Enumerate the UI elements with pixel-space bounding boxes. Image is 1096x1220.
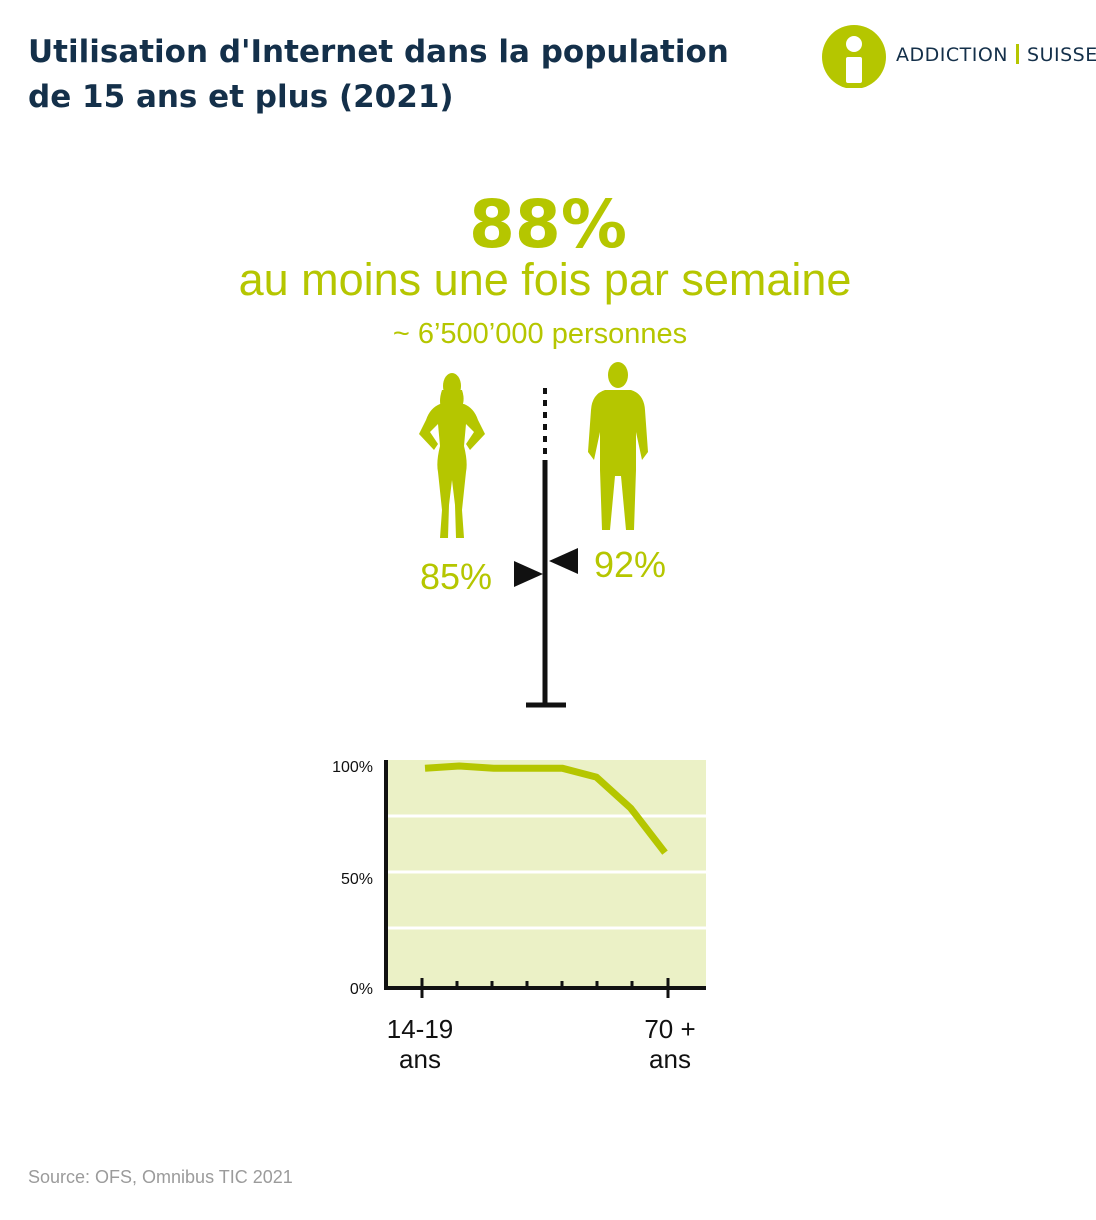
headline-value: 88% (469, 186, 627, 263)
y-tick-label: 50% (341, 871, 373, 888)
addiction-suisse-logo: ADDICTION SUISSE (822, 24, 1096, 88)
logo-icon (822, 25, 886, 88)
man-icon (588, 362, 648, 530)
logo-text-left: ADDICTION (896, 44, 1009, 66)
female-marker-arrow (514, 561, 543, 587)
headline-note: ~ 6’500’000 personnes (392, 318, 688, 350)
x-tick-label: 14-19 (387, 1014, 454, 1044)
x-tick-label: ans (399, 1044, 441, 1074)
y-tick-label: 100% (332, 759, 373, 776)
logo-separator (1016, 44, 1020, 64)
x-tick-label: ans (649, 1044, 691, 1074)
logo-text-right: SUISSE (1027, 44, 1096, 66)
female-value: 85% (420, 556, 493, 597)
plot-background (386, 760, 706, 988)
male-value: 92% (594, 544, 667, 585)
logo-text: ADDICTION SUISSE (896, 44, 1096, 66)
usage-line (424, 762, 668, 855)
x-tick-label: 70 + (644, 1014, 695, 1044)
age-line-chart: 100% 50% 0% 14-19 ans 70 + ans (332, 759, 706, 1074)
woman-icon (419, 373, 485, 538)
male-marker-arrow (549, 548, 578, 574)
headline-subtitle: au moins une fois par semaine (238, 254, 852, 305)
source-note: Source: OFS, Omnibus TIC 2021 (28, 1167, 293, 1187)
y-tick-label: 0% (350, 981, 373, 998)
page-title: Utilisation d'Internet dans la populatio… (28, 34, 729, 115)
